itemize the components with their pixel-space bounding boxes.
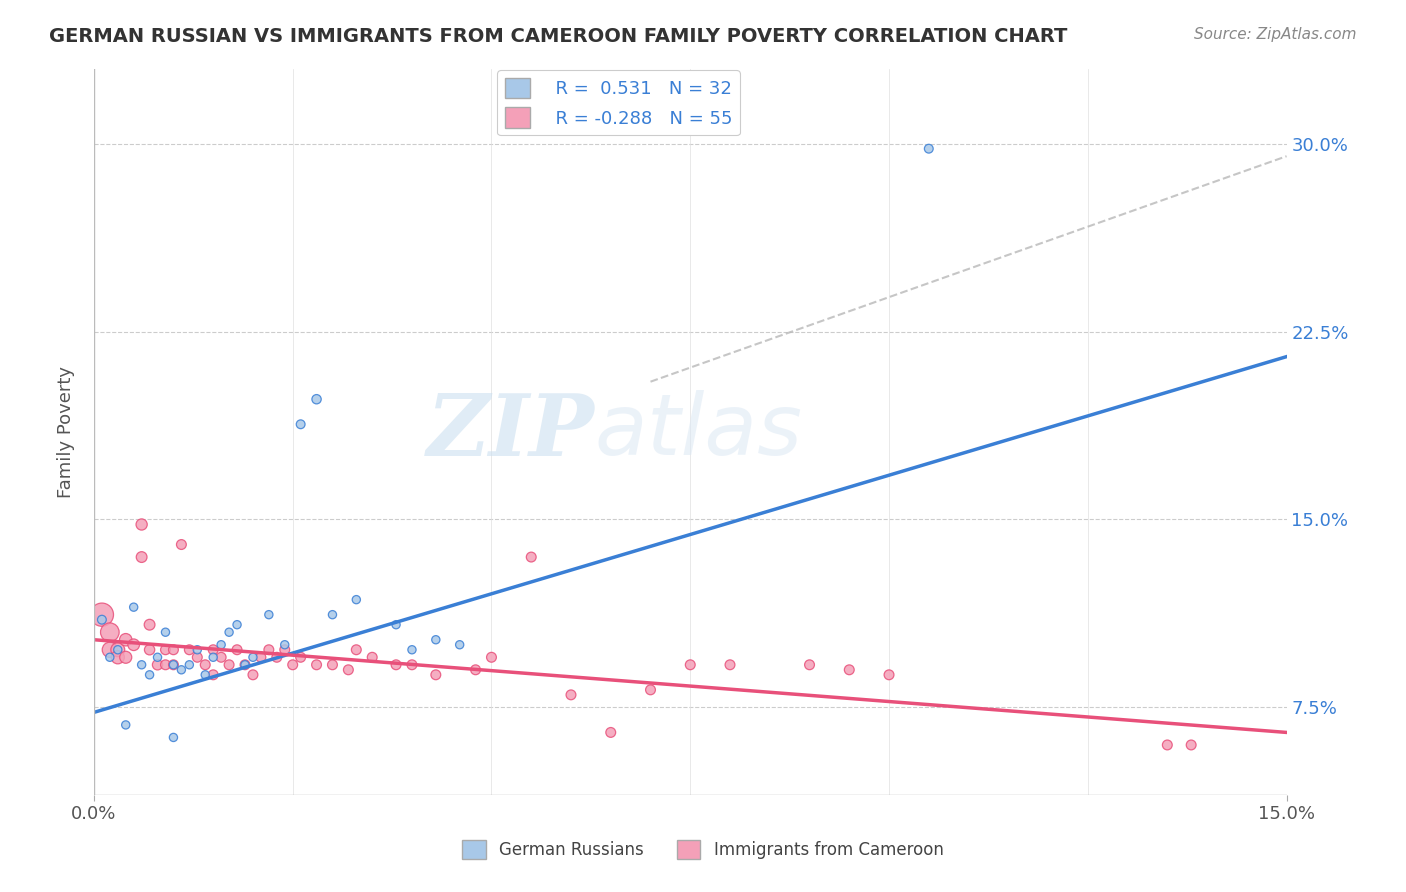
Point — [226, 642, 249, 657]
Point — [560, 688, 582, 702]
Text: atlas: atlas — [595, 391, 803, 474]
Point — [170, 537, 193, 551]
Point — [838, 663, 860, 677]
Point — [218, 657, 240, 672]
Point — [799, 657, 821, 672]
Point — [162, 731, 184, 745]
Point — [274, 638, 297, 652]
Point — [155, 642, 177, 657]
Point — [155, 657, 177, 672]
Point — [218, 625, 240, 640]
Point — [107, 650, 129, 665]
Point — [138, 668, 160, 682]
Point — [146, 657, 169, 672]
Point — [162, 642, 184, 657]
Point — [226, 617, 249, 632]
Point — [679, 657, 702, 672]
Point — [162, 657, 184, 672]
Point — [242, 650, 264, 665]
Point — [202, 642, 225, 657]
Point — [599, 725, 621, 739]
Point — [90, 613, 112, 627]
Point — [449, 638, 471, 652]
Point — [401, 642, 423, 657]
Point — [464, 663, 486, 677]
Point — [122, 638, 145, 652]
Point — [281, 657, 304, 672]
Point — [233, 657, 256, 672]
Point — [257, 607, 280, 622]
Point — [425, 632, 447, 647]
Point — [481, 650, 503, 665]
Point — [179, 642, 201, 657]
Point — [155, 625, 177, 640]
Point — [290, 417, 312, 432]
Point — [179, 657, 201, 672]
Point — [918, 142, 941, 156]
Point — [344, 592, 367, 607]
Point — [257, 642, 280, 657]
Point — [385, 657, 408, 672]
Point — [344, 642, 367, 657]
Point — [107, 642, 129, 657]
Point — [114, 650, 136, 665]
Text: ZIP: ZIP — [427, 390, 595, 474]
Point — [186, 650, 208, 665]
Point — [98, 650, 121, 665]
Point — [305, 392, 328, 407]
Point — [425, 668, 447, 682]
Point — [337, 663, 360, 677]
Point — [194, 668, 217, 682]
Point — [98, 642, 121, 657]
Point — [266, 650, 288, 665]
Point — [186, 642, 208, 657]
Point — [170, 663, 193, 677]
Point — [321, 657, 343, 672]
Point — [202, 668, 225, 682]
Point — [98, 625, 121, 640]
Point — [401, 657, 423, 672]
Point — [242, 668, 264, 682]
Point — [1156, 738, 1178, 752]
Point — [274, 642, 297, 657]
Point — [131, 517, 153, 532]
Point — [162, 657, 184, 672]
Text: Source: ZipAtlas.com: Source: ZipAtlas.com — [1194, 27, 1357, 42]
Point — [233, 657, 256, 672]
Point — [138, 617, 160, 632]
Point — [131, 657, 153, 672]
Point — [194, 657, 217, 672]
Point — [114, 632, 136, 647]
Point — [209, 650, 232, 665]
Point — [146, 650, 169, 665]
Point — [1180, 738, 1202, 752]
Text: GERMAN RUSSIAN VS IMMIGRANTS FROM CAMEROON FAMILY POVERTY CORRELATION CHART: GERMAN RUSSIAN VS IMMIGRANTS FROM CAMERO… — [49, 27, 1067, 45]
Point — [520, 550, 543, 565]
Point — [202, 650, 225, 665]
Point — [114, 718, 136, 732]
Point — [385, 617, 408, 632]
Point — [290, 650, 312, 665]
Point — [877, 668, 900, 682]
Point — [107, 642, 129, 657]
Point — [90, 607, 112, 622]
Point — [321, 607, 343, 622]
Legend:   R =  0.531   N = 32,   R = -0.288   N = 55: R = 0.531 N = 32, R = -0.288 N = 55 — [498, 70, 740, 136]
Point — [122, 600, 145, 615]
Point — [718, 657, 741, 672]
Point — [138, 642, 160, 657]
Point — [640, 682, 662, 697]
Point — [209, 638, 232, 652]
Point — [361, 650, 384, 665]
Legend: German Russians, Immigrants from Cameroon: German Russians, Immigrants from Cameroo… — [456, 833, 950, 866]
Point — [131, 550, 153, 565]
Point — [305, 657, 328, 672]
Y-axis label: Family Poverty: Family Poverty — [58, 366, 75, 498]
Point — [250, 650, 273, 665]
